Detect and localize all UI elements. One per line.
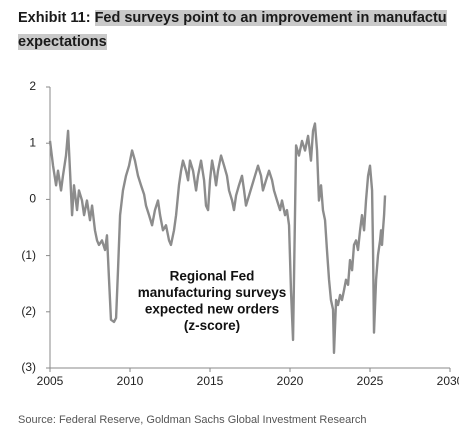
x-tick-label: 2015 [197,374,224,388]
data-line [48,122,387,355]
y-tick-label: 0 [29,192,36,206]
y-tick-label: (1) [21,248,36,262]
annotation: manufacturing surveys [138,285,287,300]
x-tick-label: 2005 [37,374,64,388]
chart-title: Fed surveys point to an improvement in m… [94,10,447,26]
title-block: Exhibit 11: Fed surveys point to an impr… [18,6,459,54]
chart-title-line2: expectations [18,34,107,50]
y-tick-label: 1 [29,135,36,149]
y-tick-label: (3) [21,360,36,374]
title-prefix: Exhibit 11: [18,10,91,26]
y-tick-label: (2) [21,304,36,318]
annotation: Regional Fed [170,269,255,284]
x-tick-label: 2030 [437,374,459,388]
x-tick-label: 2020 [277,374,304,388]
y-tick-label: 2 [29,79,36,93]
source: Source: Federal Reserve, Goldman Sachs G… [18,414,367,426]
annotation: expected new orders [145,302,279,317]
x-tick-label: 2025 [357,374,384,388]
x-tick-label: 2010 [117,374,144,388]
annotation: (z-score) [184,318,240,333]
